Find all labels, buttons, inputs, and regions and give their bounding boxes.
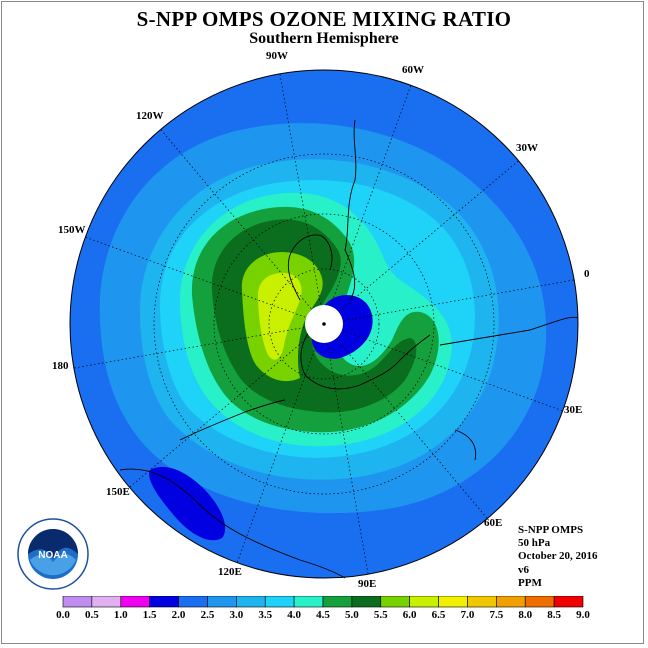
colorbar-tick-label: 1.0 [113, 609, 128, 621]
lon-label-90w: 90W [266, 50, 288, 62]
coastline-antarctic-peninsula [344, 119, 357, 301]
colorbar-tick-label: 6.0 [402, 609, 417, 621]
coastline-tasman-sea [179, 399, 286, 441]
colorbar-tick-label: 0.5 [85, 609, 99, 621]
globe-outline [69, 69, 579, 579]
colorbar-tick-label: 7.5 [489, 609, 504, 621]
colorbar-tick-label: 4.5 [316, 609, 330, 621]
lon-label-120e: 120E [218, 566, 242, 578]
colorbar-tick-label: 2.0 [171, 609, 186, 621]
colorbar-segment [207, 596, 237, 608]
colorbar-tick-label: 0.0 [56, 609, 70, 621]
colorbar-segment [351, 596, 382, 608]
colorbar-tick-label: 7.0 [460, 609, 475, 621]
colorbar-tick-label: 6.5 [431, 609, 446, 621]
lon-label-60w: 60W [402, 64, 424, 76]
latitude-circle-70s [213, 213, 435, 435]
graticule [73, 73, 575, 575]
colorbar-segment [293, 596, 324, 608]
colorbar-tick-label: 8.5 [547, 609, 561, 621]
coastlines [119, 119, 579, 579]
colorbar-tick-label: 3.5 [258, 609, 273, 621]
info-pressure-level: 50 hPa [518, 537, 551, 550]
colorbar-segment [91, 596, 122, 608]
colorbar-segment [409, 596, 439, 608]
lon-label-30e: 30E [564, 404, 583, 416]
noaa-logo-icon: NOAA [17, 518, 89, 590]
coastline-ross-sea [287, 234, 333, 301]
ozone-level-6-0 [258, 272, 302, 360]
info-instrument: S-NPP OMPS [518, 524, 584, 536]
colorbar-segment [322, 596, 353, 608]
colorbar-tick-label: 1.5 [142, 609, 157, 621]
lon-label-60e: 60E [484, 517, 503, 529]
coastline-southern-africa [439, 316, 579, 346]
lon-label-150e: 150E [106, 486, 130, 498]
colorbar-segment [178, 596, 208, 608]
noaa-logo-text: NOAA [38, 550, 67, 561]
colorbar-segment [62, 596, 93, 608]
colorbar-segment [264, 596, 295, 608]
colorbar-segment [380, 596, 410, 608]
colorbar-segment [553, 596, 584, 608]
colorbar-segment [496, 596, 526, 608]
colorbar-segment [467, 596, 497, 608]
colorbar-segment [524, 596, 555, 608]
colorbar-tick-label: 5.0 [345, 609, 359, 621]
info-units: PPM [518, 576, 542, 589]
info-date: October 20, 2016 [518, 550, 598, 563]
latitude-circle-60s [153, 153, 495, 495]
colorbar [62, 596, 584, 608]
pole-marker [322, 322, 326, 326]
coastline-australia [119, 468, 346, 579]
coastline-madagascar [454, 429, 477, 461]
page-title: S-NPP OMPS OZONE MIXING RATIO [136, 7, 512, 31]
colorbar-segment [438, 596, 468, 608]
colorbar-segment [120, 596, 150, 608]
colorbar-segment [149, 596, 179, 608]
latitude-circle-80s [268, 268, 380, 380]
lon-label-90e: 90E [358, 578, 377, 590]
lon-label-150w: 150W [58, 224, 86, 236]
info-version: v6 [518, 563, 529, 576]
lon-label-0: 0 [584, 268, 590, 280]
info-block: S-NPP OMPS 50 hPa October 20, 2016 v6 PP… [518, 524, 598, 590]
colorbar-tick-label: 3.0 [229, 609, 244, 621]
colorbar-tick-label: 9.0 [576, 609, 590, 621]
ozone-level-1-5-pacific [149, 466, 226, 541]
page-subtitle: Southern Hemisphere [249, 30, 399, 47]
colorbar-tick-label: 8.0 [518, 609, 533, 621]
coastline-east-antarctica [300, 329, 431, 390]
colorbar-tick-label: 4.0 [287, 609, 301, 621]
lon-label-30w: 30W [516, 142, 538, 154]
lon-label-180: 180 [52, 360, 69, 372]
colorbar-segment [236, 596, 266, 608]
colorbar-tick-label: 2.5 [200, 609, 215, 621]
colorbar-tick-label: 5.5 [373, 609, 388, 621]
lon-label-120w: 120W [136, 110, 164, 122]
